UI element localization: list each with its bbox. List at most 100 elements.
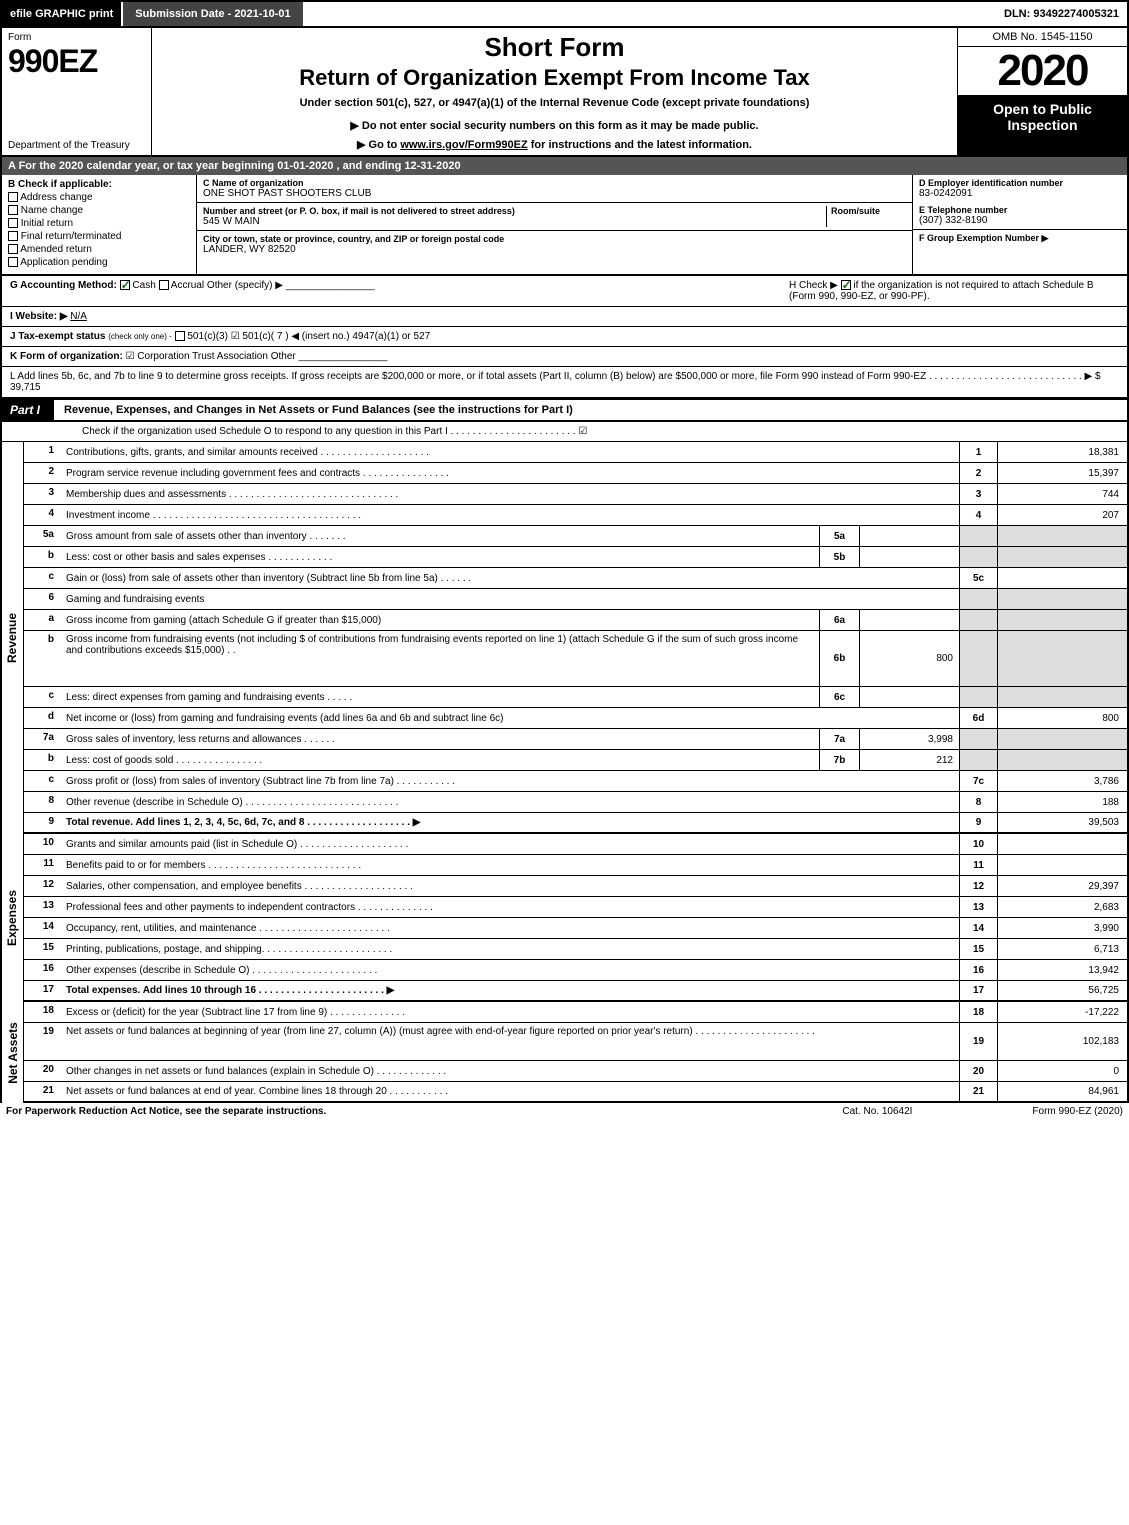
chk-name-change[interactable]: Name change bbox=[8, 205, 190, 216]
schedule-b-check: H Check ▶ if the organization is not req… bbox=[789, 280, 1119, 302]
chk-application-pending[interactable]: Application pending bbox=[8, 257, 190, 268]
side-net-assets: Net Assets bbox=[2, 1002, 24, 1103]
line-9: 9 Total revenue. Add lines 1, 2, 3, 4, 5… bbox=[24, 813, 1127, 834]
line-14: 14Occupancy, rent, utilities, and mainte… bbox=[24, 918, 1127, 939]
submission-date: Submission Date - 2021-10-01 bbox=[121, 2, 304, 26]
efile-print-label[interactable]: efile GRAPHIC print bbox=[2, 2, 121, 26]
part-1-table: Revenue 1 Contributions, gifts, grants, … bbox=[0, 442, 1129, 1103]
ein-label: D Employer identification number bbox=[919, 178, 1121, 188]
row-a-tax-year: A For the 2020 calendar year, or tax yea… bbox=[0, 157, 1129, 175]
short-form-title: Short Form bbox=[162, 32, 947, 63]
header-left: Form 990EZ Department of the Treasury bbox=[2, 28, 152, 155]
irs-link[interactable]: www.irs.gov/Form990EZ bbox=[400, 139, 527, 151]
line-10: 10Grants and similar amounts paid (list … bbox=[24, 834, 1127, 855]
form-page-label: Form 990-EZ (2020) bbox=[1032, 1106, 1123, 1117]
open-to-public: Open to Public Inspection bbox=[958, 95, 1127, 155]
side-revenue: Revenue bbox=[2, 442, 24, 834]
j-label: J Tax-exempt status bbox=[10, 331, 105, 342]
column-b: B Check if applicable: Address change Na… bbox=[2, 175, 197, 274]
line-17: 17Total expenses. Add lines 10 through 1… bbox=[24, 981, 1127, 1002]
line-5c: c Gain or (loss) from sale of assets oth… bbox=[24, 568, 1127, 589]
goto-instructions: ▶ Go to www.irs.gov/Form990EZ for instru… bbox=[162, 138, 947, 151]
k-opts: ☑ Corporation Trust Association Other bbox=[126, 351, 296, 362]
city-label: City or town, state or province, country… bbox=[203, 234, 906, 244]
paperwork-notice: For Paperwork Reduction Act Notice, see … bbox=[6, 1106, 842, 1117]
line-7c: c Gross profit or (loss) from sales of i… bbox=[24, 771, 1127, 792]
line-1-desc: Contributions, gifts, grants, and simila… bbox=[62, 442, 959, 462]
goto-suffix: for instructions and the latest informat… bbox=[528, 139, 752, 151]
form-number: 990EZ bbox=[8, 43, 145, 80]
line-2: 2 Program service revenue including gove… bbox=[24, 463, 1127, 484]
tel-label: E Telephone number bbox=[919, 205, 1121, 215]
org-name-value: ONE SHOT PAST SHOOTERS CLUB bbox=[203, 188, 906, 199]
column-c: C Name of organization ONE SHOT PAST SHO… bbox=[197, 175, 912, 274]
line-12: 12Salaries, other compensation, and empl… bbox=[24, 876, 1127, 897]
street-label: Number and street (or P. O. box, if mail… bbox=[203, 206, 826, 216]
column-d: D Employer identification number 83-0242… bbox=[912, 175, 1127, 274]
do-not-enter: ▶ Do not enter social security numbers o… bbox=[162, 119, 947, 132]
k-label: K Form of organization: bbox=[10, 351, 123, 362]
chk-initial-return[interactable]: Initial return bbox=[8, 218, 190, 229]
row-k-org-form: K Form of organization: ☑ Corporation Tr… bbox=[0, 347, 1129, 367]
return-title: Return of Organization Exempt From Incom… bbox=[162, 65, 947, 91]
group-exemption-label: F Group Exemption Number ▶ bbox=[919, 233, 1121, 244]
dln-number: DLN: 93492274005321 bbox=[996, 2, 1127, 26]
footer: For Paperwork Reduction Act Notice, see … bbox=[0, 1103, 1129, 1120]
city-value: LANDER, WY 82520 bbox=[203, 244, 906, 255]
ein-row: D Employer identification number 83-0242… bbox=[913, 175, 1127, 202]
line-6a: a Gross income from gaming (attach Sched… bbox=[24, 610, 1127, 631]
part-1-header: Part I Revenue, Expenses, and Changes in… bbox=[0, 399, 1129, 422]
line-11: 11Benefits paid to or for members . . . … bbox=[24, 855, 1127, 876]
line-5b: b Less: cost or other basis and sales ex… bbox=[24, 547, 1127, 568]
room-label: Room/suite bbox=[831, 206, 906, 216]
header-center: Short Form Return of Organization Exempt… bbox=[152, 28, 957, 155]
line-15: 15Printing, publications, postage, and s… bbox=[24, 939, 1127, 960]
line-19: 19Net assets or fund balances at beginni… bbox=[24, 1023, 1127, 1061]
info-block: B Check if applicable: Address change Na… bbox=[0, 175, 1129, 276]
chk-accrual[interactable] bbox=[159, 280, 169, 290]
goto-prefix: ▶ Go to bbox=[357, 139, 400, 151]
line-6b: b Gross income from fundraising events (… bbox=[24, 631, 1127, 687]
tel-value: (307) 332-8190 bbox=[919, 215, 1121, 226]
part-1-check-line: Check if the organization used Schedule … bbox=[0, 422, 1129, 442]
city-row: City or town, state or province, country… bbox=[197, 231, 912, 258]
chk-address-change[interactable]: Address change bbox=[8, 192, 190, 203]
line-5a: 5a Gross amount from sale of assets othe… bbox=[24, 526, 1127, 547]
org-name-row: C Name of organization ONE SHOT PAST SHO… bbox=[197, 175, 912, 203]
line-13: 13Professional fees and other payments t… bbox=[24, 897, 1127, 918]
g-label: G Accounting Method: bbox=[10, 280, 117, 291]
line-6d: d Net income or (loss) from gaming and f… bbox=[24, 708, 1127, 729]
chk-cash[interactable] bbox=[120, 280, 130, 290]
chk-schedule-b[interactable] bbox=[841, 280, 851, 290]
row-g-h: G Accounting Method: Cash Accrual Other … bbox=[0, 276, 1129, 307]
omb-number: OMB No. 1545-1150 bbox=[958, 28, 1127, 47]
col-b-title: B Check if applicable: bbox=[8, 179, 190, 190]
line-7b: b Less: cost of goods sold . . . . . . .… bbox=[24, 750, 1127, 771]
line-3: 3 Membership dues and assessments . . . … bbox=[24, 484, 1127, 505]
line-7a: 7a Gross sales of inventory, less return… bbox=[24, 729, 1127, 750]
department-label: Department of the Treasury bbox=[8, 140, 145, 151]
line-1: 1 Contributions, gifts, grants, and simi… bbox=[24, 442, 1127, 463]
part-1-title: Revenue, Expenses, and Changes in Net As… bbox=[54, 404, 573, 416]
h-text: H Check ▶ bbox=[789, 280, 841, 291]
org-name-label: C Name of organization bbox=[203, 178, 906, 188]
line-6c: c Less: direct expenses from gaming and … bbox=[24, 687, 1127, 708]
website-value: N/A bbox=[70, 311, 87, 322]
street-value: 545 W MAIN bbox=[203, 216, 826, 227]
line-20: 20Other changes in net assets or fund ba… bbox=[24, 1061, 1127, 1082]
form-label: Form bbox=[8, 32, 145, 43]
form-header: Form 990EZ Department of the Treasury Sh… bbox=[0, 28, 1129, 157]
tax-year: 2020 bbox=[958, 47, 1127, 95]
line-1-val: 18,381 bbox=[997, 442, 1127, 462]
group-exemption-row: F Group Exemption Number ▶ bbox=[913, 229, 1127, 247]
line-4: 4 Investment income . . . . . . . . . . … bbox=[24, 505, 1127, 526]
under-section: Under section 501(c), 527, or 4947(a)(1)… bbox=[162, 97, 947, 109]
street-row: Number and street (or P. O. box, if mail… bbox=[197, 203, 912, 231]
chk-final-return[interactable]: Final return/terminated bbox=[8, 231, 190, 242]
header-right: OMB No. 1545-1150 2020 Open to Public In… bbox=[957, 28, 1127, 155]
top-bar: efile GRAPHIC print Submission Date - 20… bbox=[0, 0, 1129, 28]
line-18: 18Excess or (deficit) for the year (Subt… bbox=[24, 1002, 1127, 1023]
line-16: 16Other expenses (describe in Schedule O… bbox=[24, 960, 1127, 981]
chk-amended-return[interactable]: Amended return bbox=[8, 244, 190, 255]
line-8: 8 Other revenue (describe in Schedule O)… bbox=[24, 792, 1127, 813]
